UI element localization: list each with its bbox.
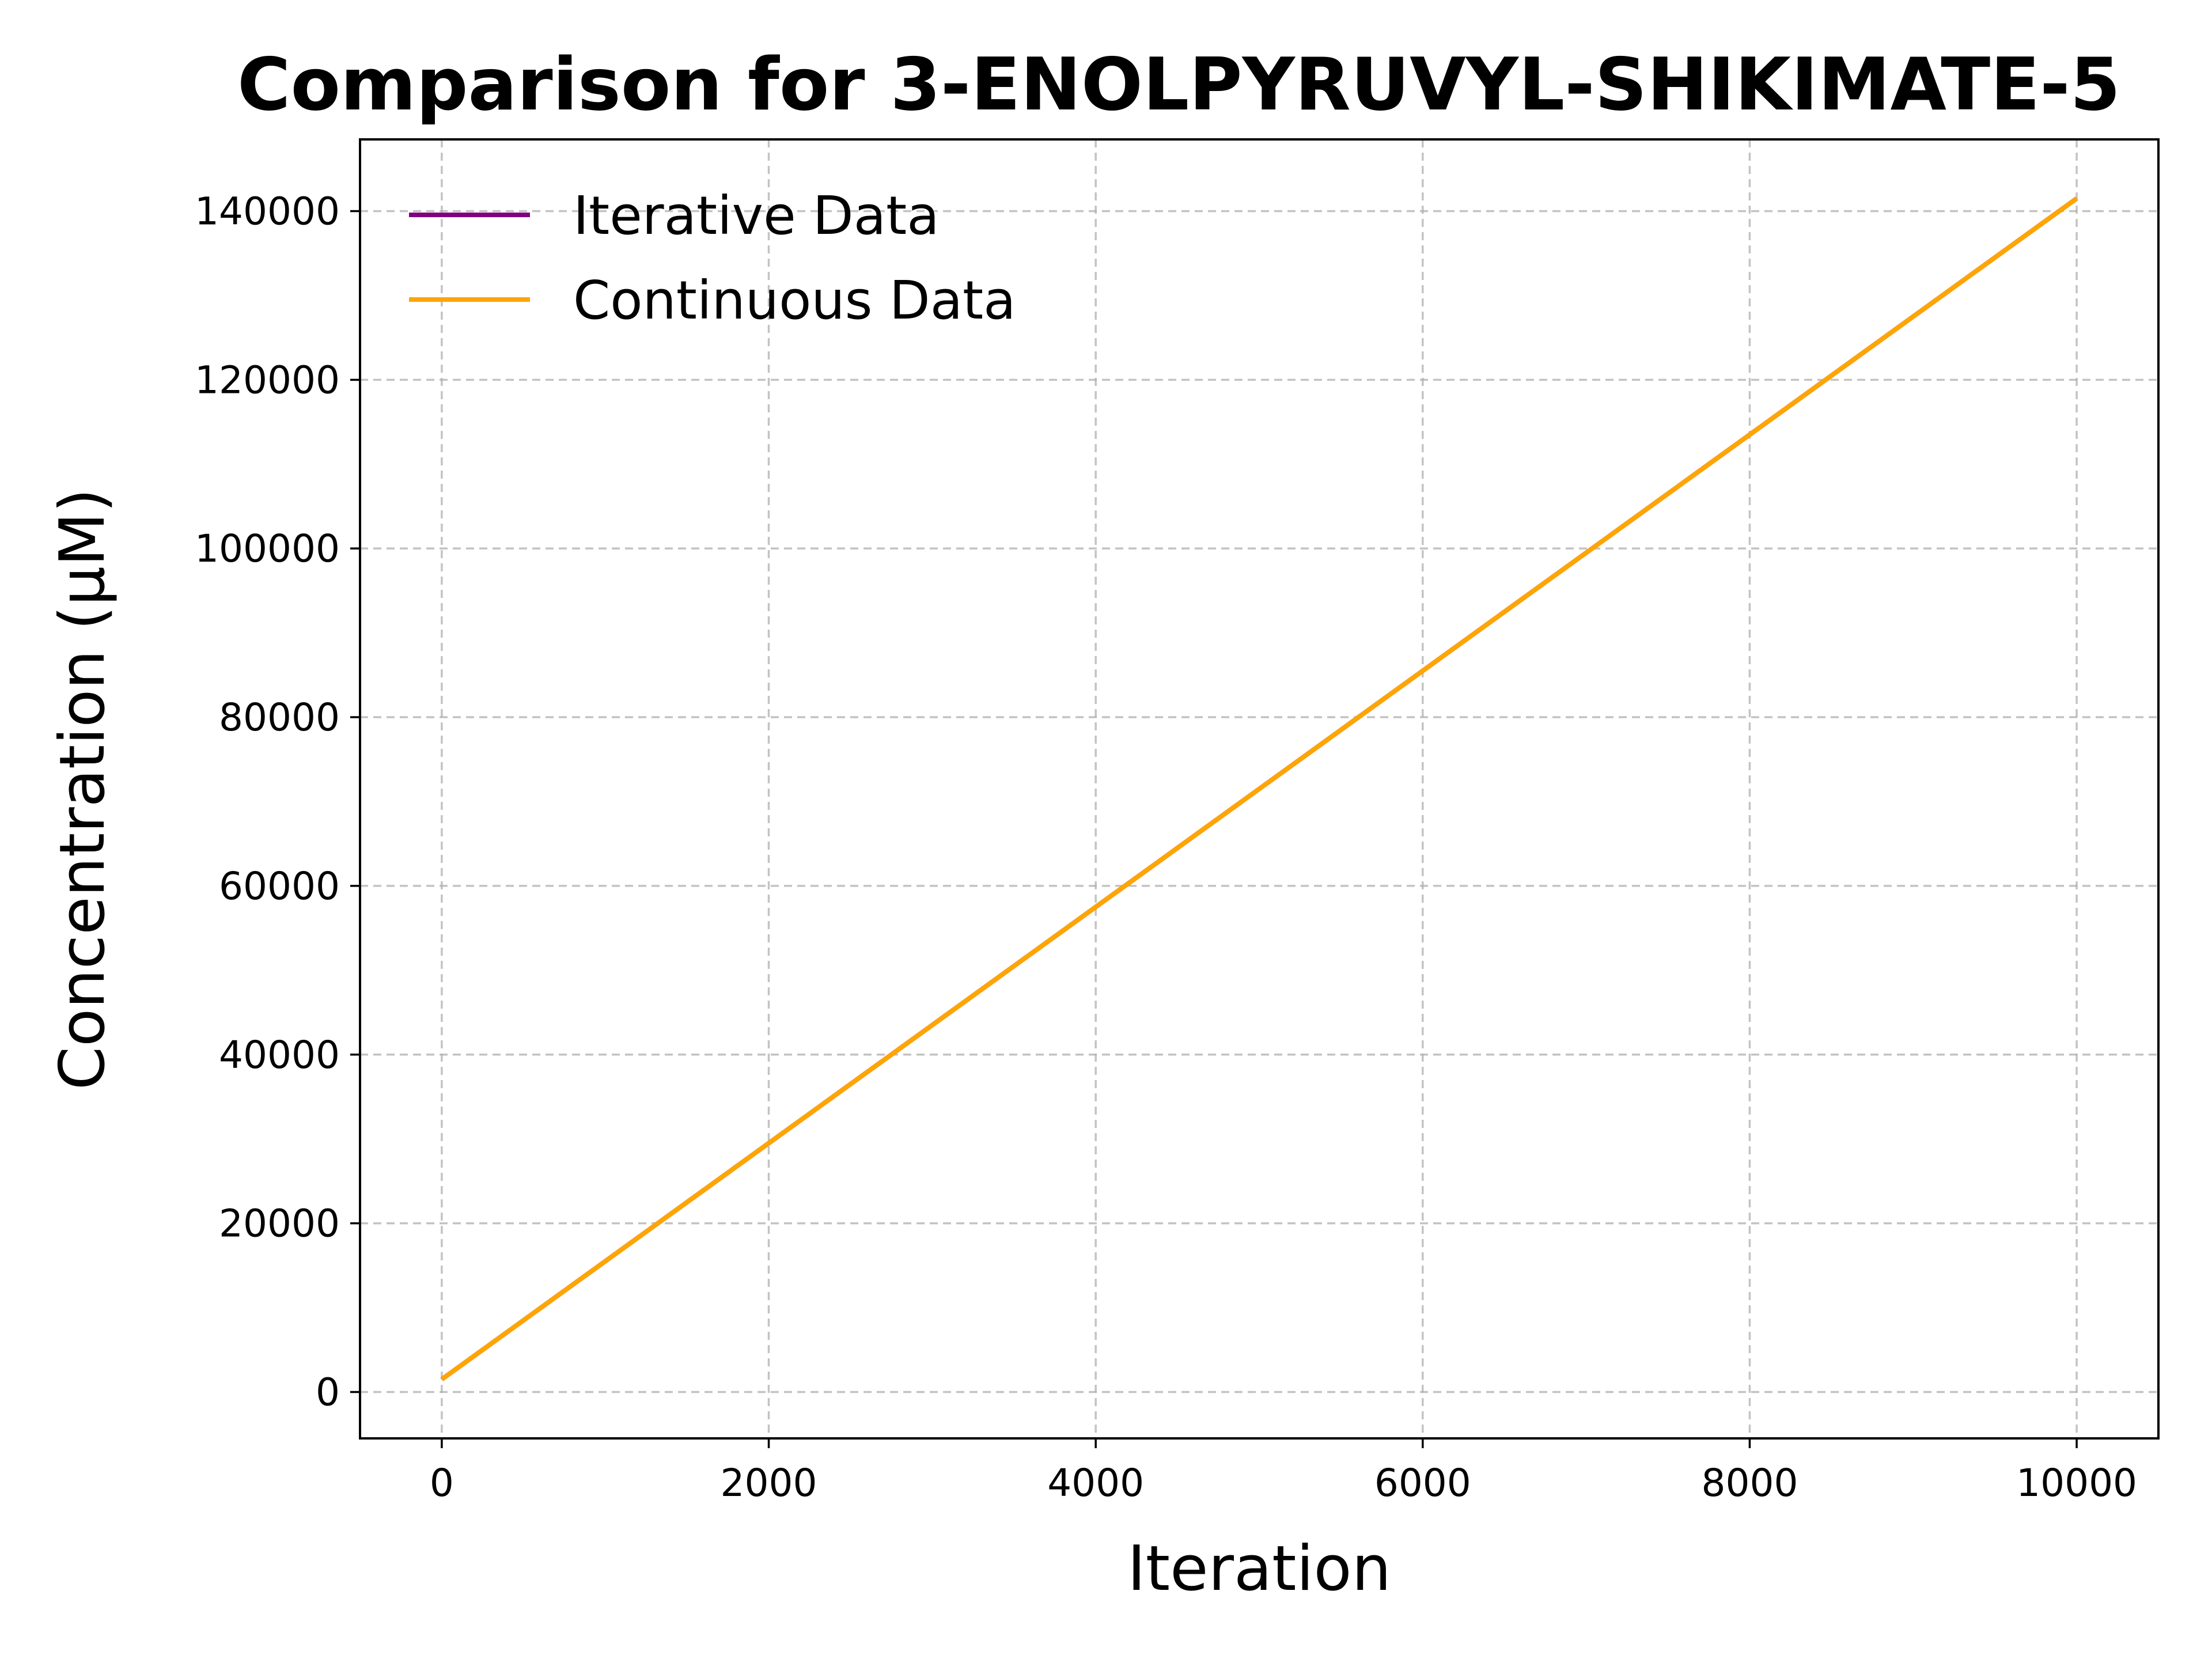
y-axis: 0 20000 40000 60000 80000 100000 120000 140000 [195,189,360,1414]
series-lines [440,196,2078,1381]
legend-entry-continuous: Continuous Data [409,270,1016,331]
plot-area-frame [359,138,2160,1440]
y-tick-label: 100000 [195,527,340,571]
legend-label-iterative: Iterative Data [573,185,940,247]
y-axis-label: Concentration (μM) [47,488,119,1090]
y-tick-label: 0 [316,1370,340,1414]
x-tick-label: 8000 [1701,1461,1798,1505]
x-tick-label: 2000 [721,1461,817,1505]
x-axis-label: Iteration [1127,1533,1391,1605]
x-tick-label: 4000 [1047,1461,1144,1505]
x-axis: 0 2000 4000 6000 8000 10000 [430,1438,2137,1505]
legend-label-continuous: Continuous Data [573,270,1016,331]
x-tick-label: 10000 [2016,1461,2137,1505]
y-tick-label: 40000 [219,1033,340,1077]
y-tick-label: 140000 [195,189,340,233]
legend-entry-iterative: Iterative Data [409,185,940,247]
series-line-continuous [440,196,2078,1381]
legend: Iterative Data Continuous Data [409,185,1016,331]
y-tick-label: 80000 [219,695,340,740]
chart-title: Comparison for 3-ENOLPYRUVYL-SHIKIMATE-5 [237,42,2120,127]
y-tick-label: 20000 [219,1202,340,1246]
x-tick-label: 6000 [1374,1461,1471,1505]
y-tick-label: 60000 [219,864,340,908]
y-tick-label: 120000 [195,358,340,402]
grid-lines [360,139,2158,1438]
x-tick-label: 0 [430,1461,454,1505]
